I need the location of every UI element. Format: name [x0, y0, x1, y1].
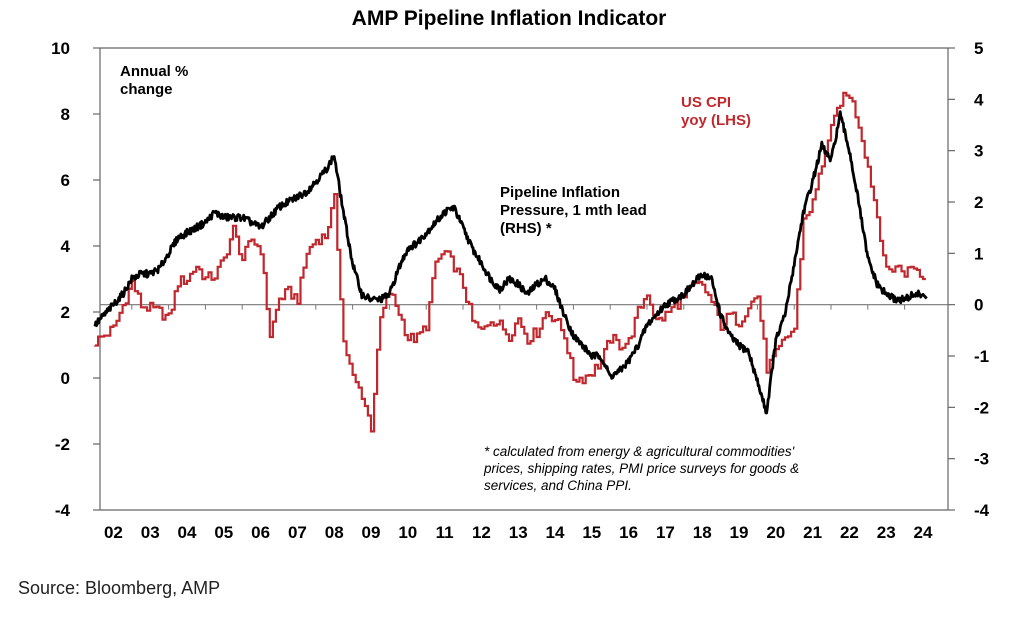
x-axis-tick-label: 21	[803, 523, 822, 542]
x-axis-tick-label: 17	[656, 523, 675, 542]
footnote-line-3: services, and China PPI.	[484, 478, 632, 493]
cpi-legend-line-1: US CPI	[681, 94, 731, 111]
x-axis-tick-label: 09	[362, 523, 381, 542]
left-axis-tick-label: 10	[51, 39, 70, 58]
pipeline-legend-line-3: (RHS) *	[500, 220, 552, 237]
footnote-line-2: prices, shipping rates, PMI price survey…	[483, 461, 799, 476]
right-axis-tick-label: 3	[974, 142, 983, 161]
chart-title: AMP Pipeline Inflation Indicator	[352, 7, 667, 30]
x-axis-tick-label: 11	[436, 523, 454, 542]
pipeline-series-line	[93, 110, 928, 415]
x-axis-tick-label: 19	[730, 523, 749, 542]
x-axis-tick-label: 08	[325, 523, 344, 542]
right-axis-tick-label: 4	[974, 90, 984, 109]
left-axis-tick-label: 4	[61, 237, 71, 256]
source-note: Source: Bloomberg, AMP	[18, 578, 221, 598]
right-axis-tick-label: -4	[974, 501, 990, 520]
x-axis-tick-label: 07	[288, 523, 307, 542]
x-axis-tick-label: 18	[693, 523, 712, 542]
left-axis-tick-label: 0	[61, 369, 70, 388]
chart: AMP Pipeline Inflation Indicator 1086420…	[51, 7, 990, 542]
x-axis-tick-label: 20	[766, 523, 785, 542]
left-axis-tick-label: 2	[61, 303, 70, 322]
left-axis-tick-label: -2	[55, 435, 70, 454]
cpi-legend-line-2: yoy (LHS)	[681, 112, 751, 129]
left-axis-label-line-2: change	[120, 81, 173, 98]
cpi-series-line	[93, 91, 926, 433]
left-axis-label-line-1: Annual %	[120, 63, 188, 80]
x-axis-tick-label: 23	[877, 523, 896, 542]
pipeline-legend-line-2: Pressure, 1 mth lead	[500, 202, 647, 219]
x-axis-tick-label: 02	[104, 523, 123, 542]
series-layer	[93, 91, 928, 433]
x-axis-tick-label: 05	[214, 523, 233, 542]
x-axis-tick-label: 24	[914, 523, 933, 542]
x-axis-tick-label: 13	[509, 523, 528, 542]
right-axis-tick-label: 0	[974, 296, 983, 315]
right-axis-tick-label: 2	[974, 193, 983, 212]
left-axis-tick-label: 6	[61, 171, 70, 190]
x-axis-tick-label: 06	[251, 523, 270, 542]
left-axis-tick-label: -4	[55, 501, 71, 520]
right-axis-tick-label: -2	[974, 398, 989, 417]
right-axis-tick-label: 1	[974, 244, 983, 263]
footnote-line-1: * calculated from energy & agricultural …	[484, 444, 795, 459]
x-axis-tick-label: 14	[546, 523, 565, 542]
right-axis-tick-label: -3	[974, 450, 989, 469]
annotations: Annual % change US CPI yoy (LHS) Pipelin…	[120, 63, 799, 493]
x-axis-tick-label: 03	[141, 523, 160, 542]
x-axis-tick-label: 22	[840, 523, 859, 542]
x-axis-tick-label: 16	[619, 523, 638, 542]
x-axis-tick-label: 04	[178, 523, 197, 542]
pipeline-legend-line-1: Pipeline Inflation	[500, 184, 620, 201]
x-axis-tick-label: 10	[398, 523, 417, 542]
right-axis-tick-label: 5	[974, 39, 983, 58]
left-axis-tick-label: 8	[61, 105, 70, 124]
x-axis-tick-label: 12	[472, 523, 491, 542]
x-axis-tick-label: 15	[582, 523, 601, 542]
right-axis-tick-label: -1	[974, 347, 989, 366]
